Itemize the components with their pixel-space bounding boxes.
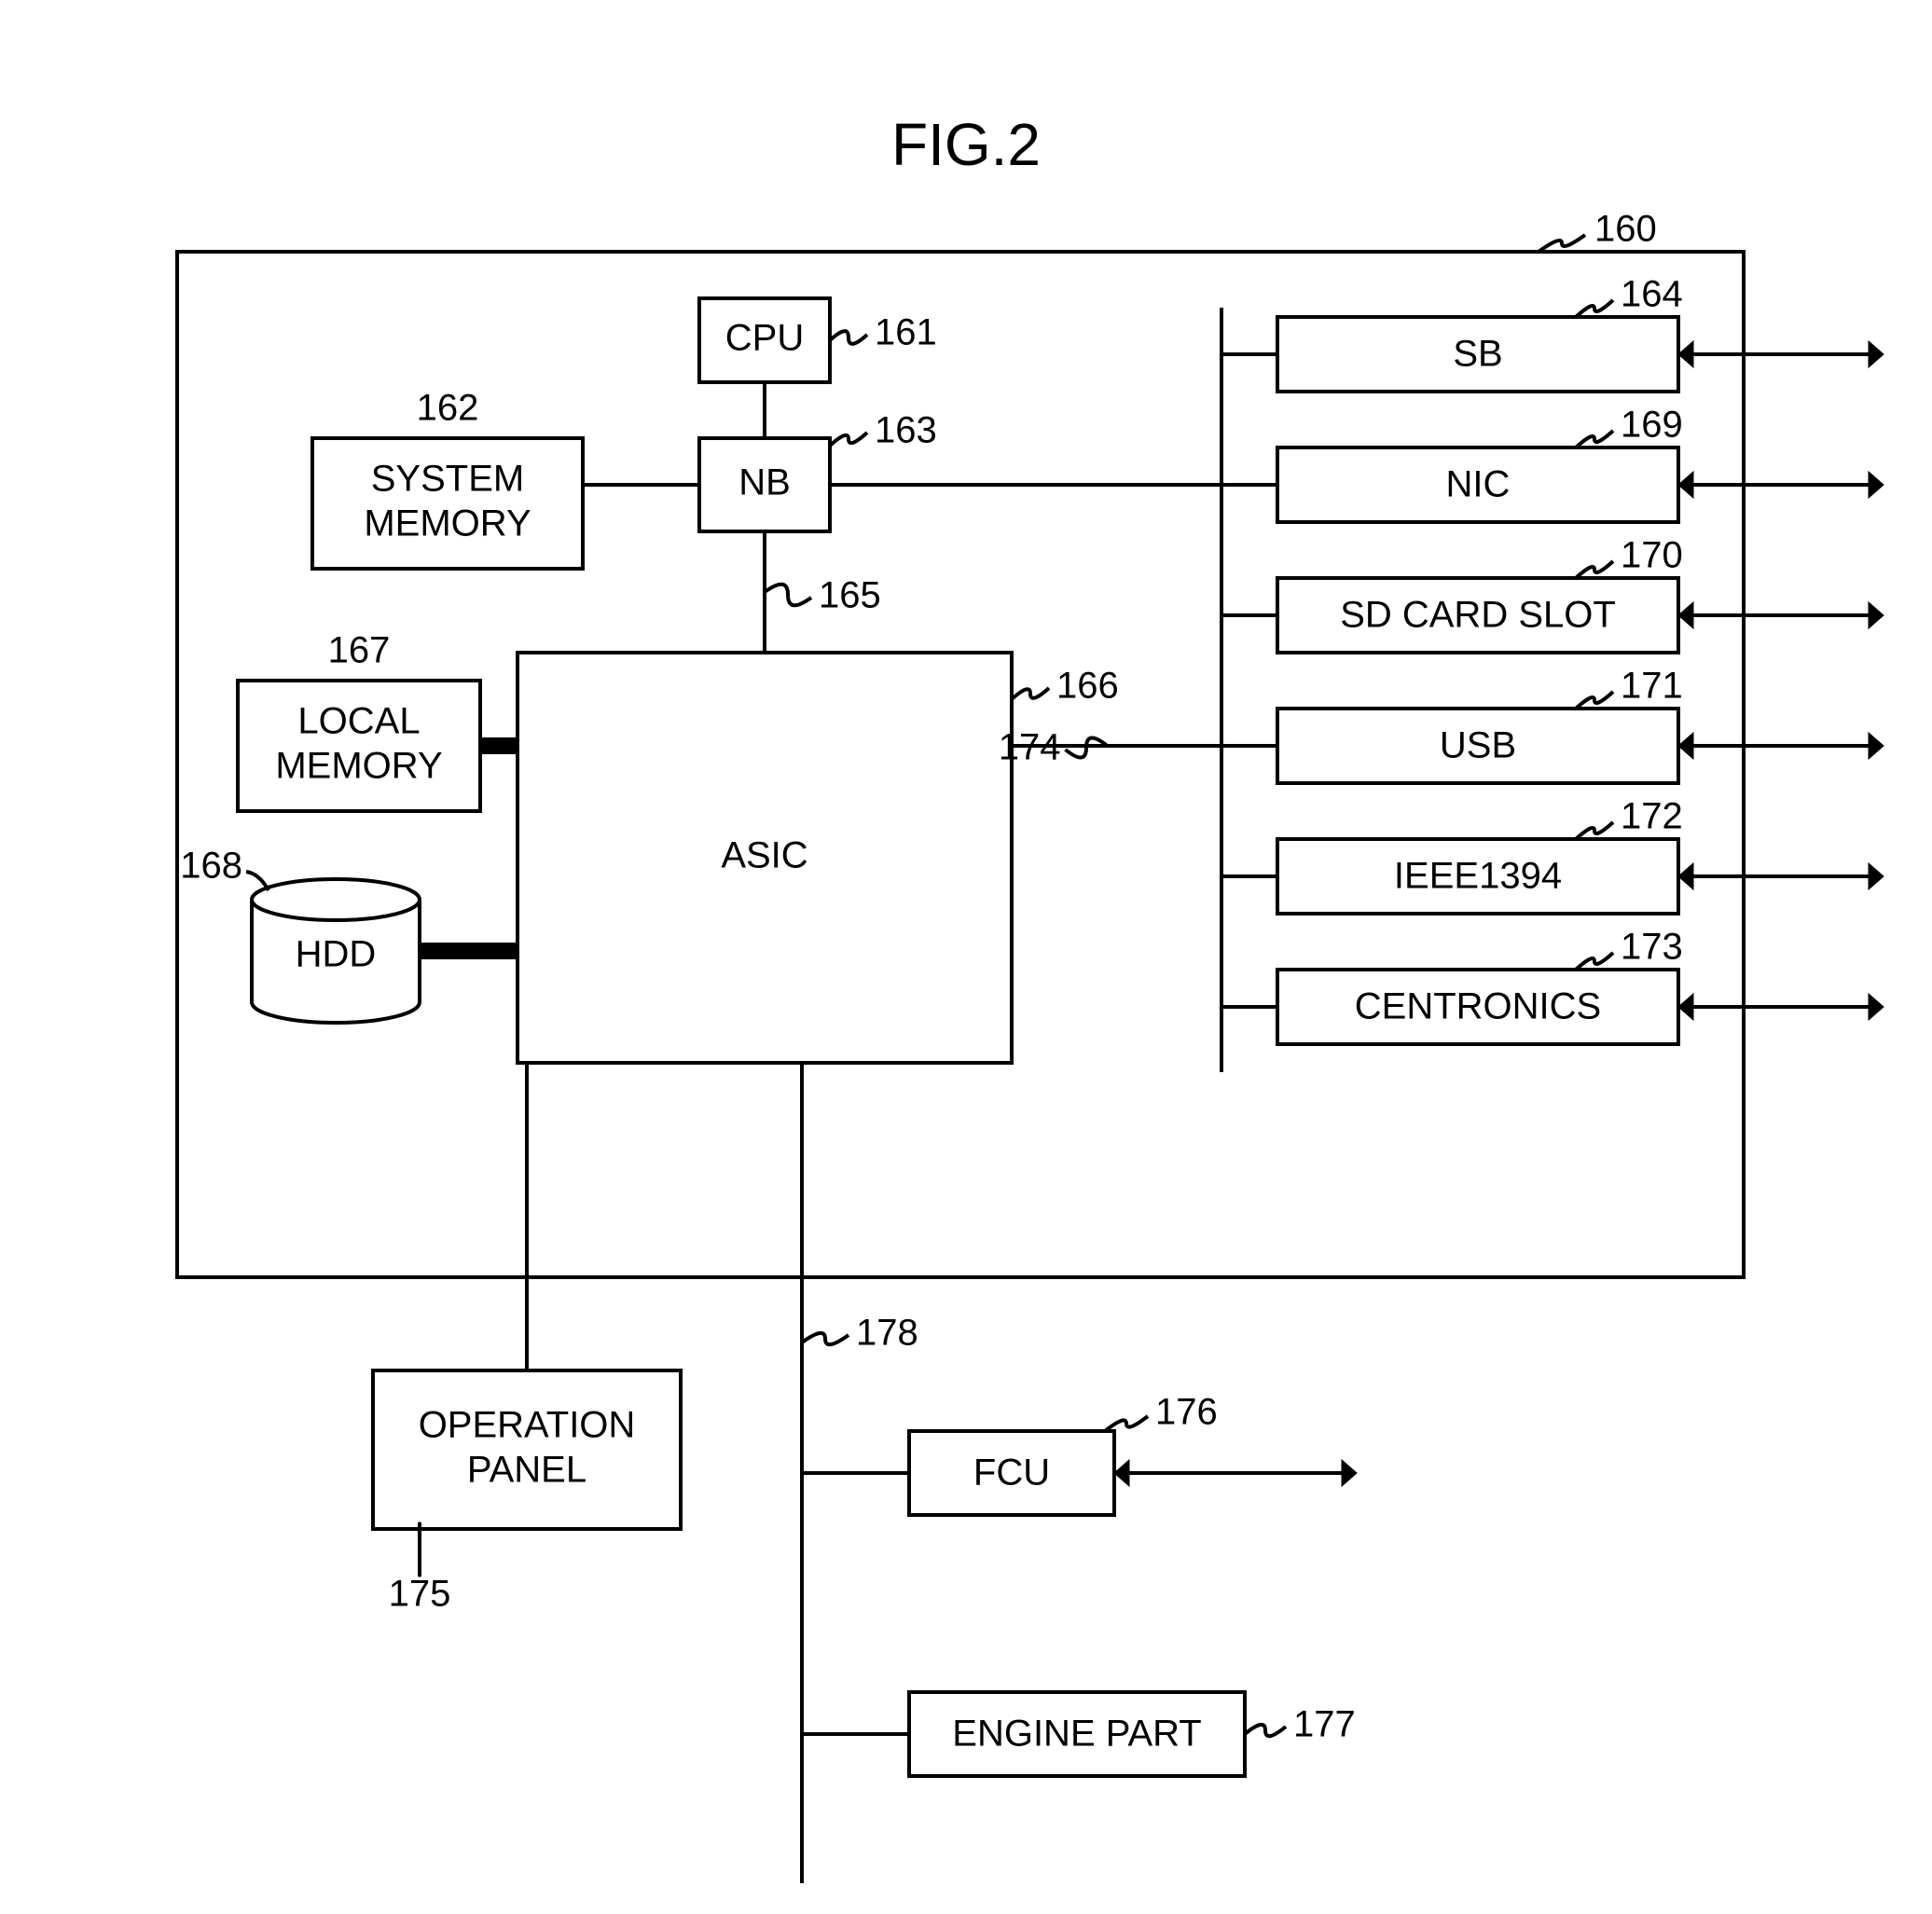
svg-text:MEMORY: MEMORY xyxy=(275,746,442,787)
svg-text:163: 163 xyxy=(875,410,937,451)
svg-text:164: 164 xyxy=(1621,274,1683,315)
svg-text:165: 165 xyxy=(819,575,881,616)
svg-text:178: 178 xyxy=(856,1313,918,1354)
svg-text:172: 172 xyxy=(1621,796,1683,837)
svg-text:SD CARD SLOT: SD CARD SLOT xyxy=(1340,595,1616,636)
svg-text:173: 173 xyxy=(1621,927,1683,968)
svg-text:161: 161 xyxy=(875,312,937,353)
svg-text:175: 175 xyxy=(389,1574,451,1615)
svg-text:FCU: FCU xyxy=(973,1453,1050,1494)
svg-text:PANEL: PANEL xyxy=(467,1450,586,1491)
svg-text:USB: USB xyxy=(1440,725,1516,766)
svg-text:170: 170 xyxy=(1621,535,1683,576)
svg-text:NIC: NIC xyxy=(1446,464,1511,505)
svg-text:IEEE1394: IEEE1394 xyxy=(1394,856,1562,897)
svg-text:FIG.2: FIG.2 xyxy=(891,111,1041,178)
svg-text:174: 174 xyxy=(999,727,1061,768)
svg-text:HDD: HDD xyxy=(296,934,377,975)
svg-text:176: 176 xyxy=(1155,1392,1218,1433)
svg-text:169: 169 xyxy=(1621,405,1683,446)
svg-text:CPU: CPU xyxy=(725,318,804,359)
svg-text:MEMORY: MEMORY xyxy=(364,503,531,544)
svg-text:OPERATION: OPERATION xyxy=(419,1405,636,1446)
svg-text:166: 166 xyxy=(1056,666,1119,707)
svg-text:160: 160 xyxy=(1594,209,1657,250)
svg-text:CENTRONICS: CENTRONICS xyxy=(1355,986,1601,1027)
svg-text:162: 162 xyxy=(417,388,479,429)
svg-text:ENGINE PART: ENGINE PART xyxy=(952,1714,1201,1755)
svg-text:168: 168 xyxy=(180,846,242,887)
svg-text:LOCAL: LOCAL xyxy=(297,701,420,742)
svg-text:SYSTEM: SYSTEM xyxy=(371,459,524,500)
svg-text:SB: SB xyxy=(1453,334,1502,375)
svg-text:NB: NB xyxy=(738,462,791,503)
svg-text:167: 167 xyxy=(328,630,391,671)
block-diagram: FIG.2160CPU161NB163SYSTEMMEMORY162ASIC16… xyxy=(0,0,1932,1914)
svg-text:171: 171 xyxy=(1621,666,1683,707)
svg-text:177: 177 xyxy=(1293,1704,1356,1745)
svg-text:ASIC: ASIC xyxy=(721,835,807,876)
